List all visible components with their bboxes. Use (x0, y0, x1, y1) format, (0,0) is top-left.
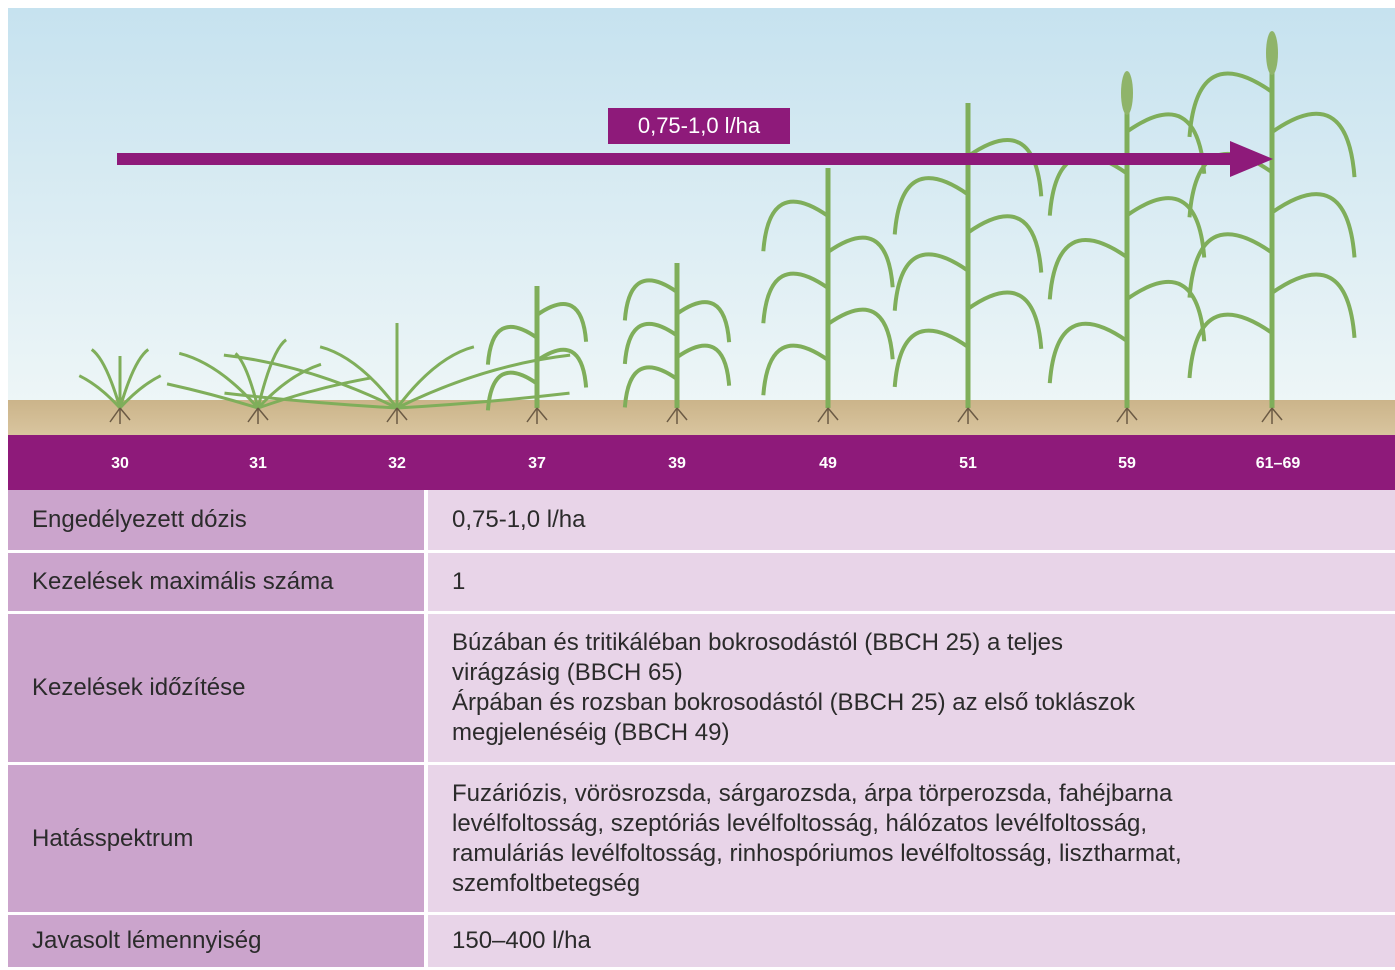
value-line: 0,75-1,0 l/ha (452, 505, 1371, 535)
stage-label: 31 (249, 455, 267, 472)
value-line: Árpában és rozsban bokrosodástól (BBCH 2… (452, 688, 1371, 718)
growth-scene: 0,75-1,0 l/ha 30 31 32 37 39 49 51 59 61–69 (8, 8, 1395, 490)
stage-label: 49 (819, 455, 837, 472)
row-label: Javasolt lémennyiség (8, 915, 428, 967)
table-row: Javasolt lémennyiség 150–400 l/ha (8, 915, 1395, 967)
row-label: Kezelések időzítése (8, 614, 428, 762)
row-value: 150–400 l/ha (428, 915, 1395, 967)
value-line: virágzásig (BBCH 65) (452, 658, 1371, 688)
value-line: megjelenéséig (BBCH 49) (452, 718, 1371, 748)
table-row: Kezelések időzítése Búzában és tritikáléb… (8, 614, 1395, 762)
stage-band (8, 435, 1395, 490)
row-value: 0,75-1,0 l/ha (428, 490, 1395, 550)
table-row: Kezelések maximális száma 1 (8, 553, 1395, 611)
row-label: Hatásspektrum (8, 765, 428, 912)
value-line: 1 (452, 567, 1371, 597)
value-line: levélfoltosság, szeptóriás levélfoltossá… (452, 809, 1371, 839)
value-line: ramuláriás levélfoltosság, rinhospóriumo… (452, 839, 1371, 869)
value-line: 150–400 l/ha (452, 926, 1371, 956)
stage-label: 61–69 (1256, 455, 1301, 472)
row-label: Engedélyezett dózis (8, 490, 428, 550)
value-line: Búzában és tritikáléban bokrosodástól (B… (452, 628, 1371, 658)
stage-label: 59 (1118, 455, 1136, 472)
ear (1121, 71, 1133, 115)
row-value: 1 (428, 553, 1395, 611)
row-value: Fuzáriózis, vörösrozsda, sárgarozsda, ár… (428, 765, 1395, 912)
ear (1266, 31, 1278, 75)
arrow-label: 0,75-1,0 l/ha (638, 113, 761, 138)
stage-label: 30 (111, 455, 129, 472)
infographic: 0,75-1,0 l/ha 30 31 32 37 39 49 51 59 61–69 Enge… (8, 8, 1395, 967)
stage-label: 51 (959, 455, 977, 472)
stage-label: 37 (528, 455, 546, 472)
stage-label: 32 (388, 455, 406, 472)
value-line: szemfoltbetegség (452, 869, 1371, 899)
row-label: Kezelések maximális száma (8, 553, 428, 611)
soil (8, 400, 1395, 436)
table-row: Hatásspektrum Fuzáriózis, vörösrozsda, sá… (8, 765, 1395, 912)
table-row: Engedélyezett dózis 0,75-1,0 l/ha (8, 490, 1395, 550)
value-line: Fuzáriózis, vörösrozsda, sárgarozsda, ár… (452, 779, 1371, 809)
stage-label: 39 (668, 455, 686, 472)
arrow-shaft (117, 153, 1232, 165)
row-value: Búzában és tritikáléban bokrosodástól (B… (428, 614, 1395, 762)
info-table: Engedélyezett dózis 0,75-1,0 l/ha Kezelése… (8, 487, 1395, 970)
